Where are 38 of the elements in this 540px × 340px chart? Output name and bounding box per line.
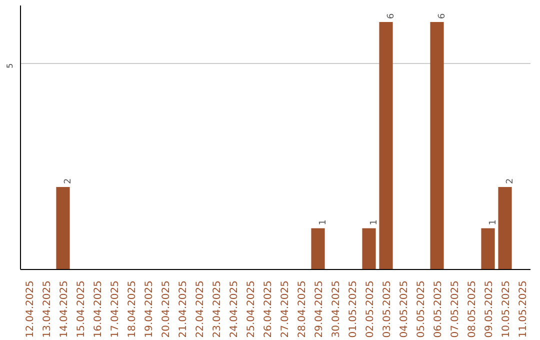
x-tick-label: 21.04.2025 — [178, 280, 189, 338]
x-tick-label: 28.04.2025 — [297, 280, 308, 338]
x-tick-label: 05.05.2025 — [416, 280, 427, 338]
x-tick-label: 19.04.2025 — [144, 280, 155, 338]
x-tick-label: 12.04.2025 — [25, 280, 36, 338]
x-tick-label: 01.05.2025 — [348, 280, 359, 338]
x-tick-label: 02.05.2025 — [365, 280, 376, 338]
data-label: 1 — [370, 220, 380, 226]
x-tick-label: 13.04.2025 — [42, 280, 53, 338]
x-tick-label: 30.04.2025 — [331, 280, 342, 338]
x-tick-label: 22.04.2025 — [195, 280, 206, 338]
data-label: 6 — [386, 13, 396, 19]
data-label: 6 — [438, 13, 448, 19]
y-tick-label: 5 — [6, 63, 14, 68]
x-tick-label: 24.04.2025 — [229, 280, 240, 338]
x-tick-label: 17.04.2025 — [110, 280, 121, 338]
x-tick-label: 07.05.2025 — [450, 280, 461, 338]
x-tick-label: 29.04.2025 — [314, 280, 325, 338]
x-tick-label: 09.05.2025 — [484, 280, 495, 338]
x-tick-label: 27.04.2025 — [280, 280, 291, 338]
x-tick-label: 08.05.2025 — [467, 280, 478, 338]
x-tick-label: 03.05.2025 — [382, 280, 393, 338]
x-tick-label: 15.04.2025 — [76, 280, 87, 338]
x-tick-label: 26.04.2025 — [263, 280, 274, 338]
data-label: 2 — [64, 178, 74, 184]
x-tick-label: 06.05.2025 — [433, 280, 444, 338]
x-tick-label: 25.04.2025 — [246, 280, 257, 338]
x-tick-label: 04.05.2025 — [399, 280, 410, 338]
x-tick-label: 11.05.2025 — [518, 280, 529, 338]
x-tick-label: 16.04.2025 — [93, 280, 104, 338]
data-label: 2 — [506, 178, 516, 184]
x-tick-label: 18.04.2025 — [127, 280, 138, 338]
x-tick-label: 23.04.2025 — [212, 280, 223, 338]
data-label: 1 — [488, 220, 498, 226]
x-tick-label: 10.05.2025 — [501, 280, 512, 338]
data-label: 1 — [318, 220, 328, 226]
x-tick-label: 20.04.2025 — [161, 280, 172, 338]
x-tick-label: 14.04.2025 — [59, 280, 70, 338]
